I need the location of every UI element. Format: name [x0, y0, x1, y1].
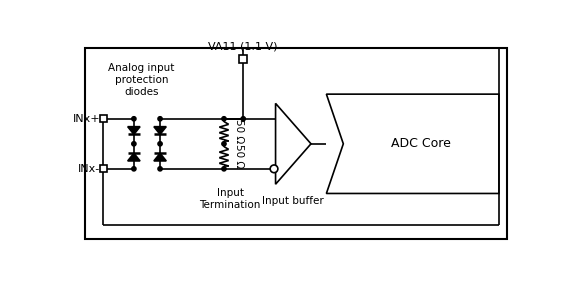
Circle shape [158, 167, 162, 171]
Bar [100, 115, 107, 122]
Polygon shape [128, 153, 140, 161]
Bar [85, 48, 507, 239]
Polygon shape [154, 127, 166, 134]
Text: Input buffer: Input buffer [262, 196, 324, 206]
Text: INx-: INx- [78, 164, 100, 174]
Polygon shape [154, 153, 166, 161]
Circle shape [158, 117, 162, 121]
Text: VA11 (1.1 V): VA11 (1.1 V) [208, 42, 278, 52]
Bar [100, 165, 107, 172]
Circle shape [270, 165, 278, 173]
Circle shape [222, 117, 226, 121]
Circle shape [132, 117, 136, 121]
Text: INx+: INx+ [72, 114, 100, 124]
Text: 50 Ω: 50 Ω [234, 144, 244, 168]
Text: Input
Termination: Input Termination [199, 188, 261, 210]
Polygon shape [128, 127, 140, 134]
Bar [239, 55, 247, 62]
Circle shape [222, 142, 226, 146]
Circle shape [132, 167, 136, 171]
Text: ADC Core: ADC Core [391, 137, 451, 150]
Polygon shape [276, 103, 311, 184]
Circle shape [158, 142, 162, 146]
Text: Analog input
protection
diodes: Analog input protection diodes [108, 63, 175, 97]
Text: 50 Ω: 50 Ω [234, 119, 244, 143]
Circle shape [241, 117, 245, 121]
Circle shape [132, 142, 136, 146]
Polygon shape [327, 94, 499, 193]
Circle shape [222, 167, 226, 171]
